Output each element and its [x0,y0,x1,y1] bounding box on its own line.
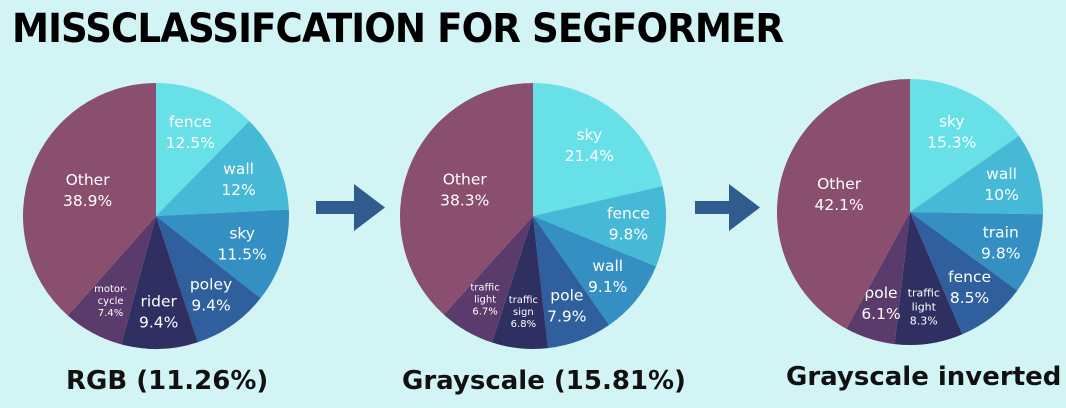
caption-grayscale: Grayscale (15.81%) [402,366,686,396]
slice-label-train: train 9.8% [981,223,1020,262]
slice-label-fence: fence 8.5% [948,268,991,307]
pie-slice-pole [533,216,610,349]
slice-label-traffic-light: traffic light 6.7% [470,282,499,317]
pie-slice-traffic-sign [491,216,549,349]
pie-chart-grayscale: sky 21.4% fence 9.8% wall 9.1%pole 7.9% traffic… [400,83,666,349]
pie-slice-fence [533,186,666,267]
slice-label-pole: pole 6.1% [861,284,900,323]
slice-label-fence: fence 9.8% [607,205,650,244]
slice-label-rider: rider 9.4% [139,293,178,332]
arrow-icon [695,184,760,231]
slice-label-traffic-light: traffic light 8.3% [908,287,940,328]
page-title: MISSCLASSIFCATION FOR SEGFORMER [12,6,784,52]
pie-slice-motor-cycle [67,216,156,345]
pie-slice-other [777,79,910,329]
pie-slice-wall [910,135,1043,215]
slice-label-wall: wall 9.1% [588,257,627,296]
slice-label-sky: sky 11.5% [218,224,267,263]
slice-label-other: Other 42.1% [814,175,863,214]
pie-slice-other [400,83,533,315]
slice-label-motor-cycle: motor-cycle 7.4% [94,284,127,319]
slice-label-traffic-sign: traffic sign 6.8% [509,295,538,330]
pie-slice-fence [910,212,1018,335]
slice-label-poley: poley 9.4% [190,275,232,314]
pie-chart-rgb: fence 12.5%wall 12% sky 11.5% poley 9.4% rider 9… [23,83,289,350]
pie-slice-fence [156,83,250,216]
arrow-icon [316,184,385,231]
pie-slice-traffic-light [443,216,533,343]
slice-label-fence: fence 12.5% [166,113,215,152]
slice-label-wall: wall 12% [221,160,255,199]
pie-slice-sky [156,209,289,299]
pie-slice-other [23,83,157,316]
pie-slice-rider [121,216,198,350]
pie-slice-traffic-light [894,212,963,345]
pie-slice-pole [846,212,910,345]
pie-slice-train [910,212,1043,291]
pie-slice-sky [910,79,1019,212]
pie-slice-poley [156,216,261,343]
slice-label-other: Other 38.9% [63,171,112,210]
slice-label-sky: sky 15.3% [927,113,976,152]
slice-label-other: Other 38.3% [440,171,489,210]
pie-slice-wall [533,216,657,326]
caption-grayscale-inverted: Grayscale inverted [786,362,1062,392]
slice-label-pole: pole 7.9% [547,287,586,326]
slice-label-wall: wall 10% [984,165,1018,204]
slice-label-sky: sky 21.4% [565,126,614,165]
pie-slice-wall [156,121,289,216]
caption-rgb: RGB (11.26%) [66,366,269,396]
pie-chart-grayscale-inverted: sky 15.3%wall 10% train 9.8% fence 8.5%traffic… [777,79,1043,345]
pie-slice-sky [533,83,663,216]
